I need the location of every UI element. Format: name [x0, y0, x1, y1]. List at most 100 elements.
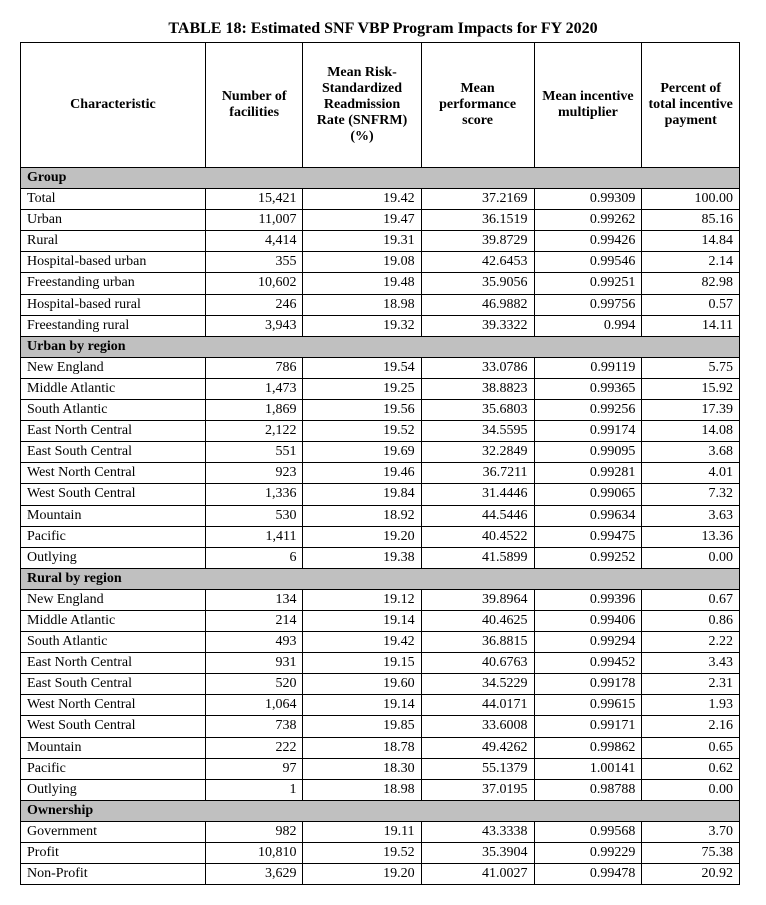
- table-row: Non-Profit3,62919.2041.00270.9947820.92: [21, 864, 740, 885]
- cell-facilities: 134: [205, 589, 303, 610]
- row-label: New England: [21, 589, 206, 610]
- cell-percent: 0.00: [642, 779, 740, 800]
- cell-performance: 34.5595: [421, 421, 534, 442]
- table-row: Middle Atlantic1,47319.2538.88230.993651…: [21, 378, 740, 399]
- cell-facilities: 551: [205, 442, 303, 463]
- cell-multiplier: 0.99178: [534, 674, 642, 695]
- row-label: Urban: [21, 210, 206, 231]
- section-header-cell: Ownership: [21, 800, 740, 821]
- row-label: South Atlantic: [21, 400, 206, 421]
- cell-facilities: 786: [205, 357, 303, 378]
- row-label: Freestanding rural: [21, 315, 206, 336]
- cell-snfrm: 18.78: [303, 737, 421, 758]
- table-row: East North Central2,12219.5234.55950.991…: [21, 421, 740, 442]
- table-row: Mountain22218.7849.42620.998620.65: [21, 737, 740, 758]
- cell-performance: 44.5446: [421, 505, 534, 526]
- impacts-table: Characteristic Number of facilities Mean…: [20, 42, 740, 885]
- cell-performance: 34.5229: [421, 674, 534, 695]
- cell-performance: 32.2849: [421, 442, 534, 463]
- cell-facilities: 1: [205, 779, 303, 800]
- cell-performance: 44.0171: [421, 695, 534, 716]
- table-row: Pacific1,41119.2040.45220.9947513.36: [21, 526, 740, 547]
- cell-multiplier: 0.99365: [534, 378, 642, 399]
- cell-facilities: 1,869: [205, 400, 303, 421]
- cell-percent: 3.68: [642, 442, 740, 463]
- col-header-facilities: Number of facilities: [205, 43, 303, 168]
- cell-percent: 0.67: [642, 589, 740, 610]
- cell-performance: 39.3322: [421, 315, 534, 336]
- cell-multiplier: 0.99478: [534, 864, 642, 885]
- cell-multiplier: 0.99119: [534, 357, 642, 378]
- cell-snfrm: 19.14: [303, 695, 421, 716]
- table-row: New England78619.5433.07860.991195.75: [21, 357, 740, 378]
- cell-multiplier: 0.99396: [534, 589, 642, 610]
- cell-percent: 2.31: [642, 674, 740, 695]
- table-row: East South Central52019.6034.52290.99178…: [21, 674, 740, 695]
- row-label: Middle Atlantic: [21, 610, 206, 631]
- cell-percent: 3.43: [642, 653, 740, 674]
- table-title: TABLE 18: Estimated SNF VBP Program Impa…: [20, 20, 746, 38]
- cell-snfrm: 19.85: [303, 716, 421, 737]
- cell-percent: 2.14: [642, 252, 740, 273]
- col-header-multiplier: Mean incentive multiplier: [534, 43, 642, 168]
- cell-percent: 20.92: [642, 864, 740, 885]
- row-label: West South Central: [21, 484, 206, 505]
- cell-multiplier: 0.99862: [534, 737, 642, 758]
- cell-facilities: 4,414: [205, 231, 303, 252]
- cell-performance: 40.4522: [421, 526, 534, 547]
- table-row: West North Central92319.4636.72110.99281…: [21, 463, 740, 484]
- cell-facilities: 10,810: [205, 843, 303, 864]
- col-header-characteristic: Characteristic: [21, 43, 206, 168]
- row-label: New England: [21, 357, 206, 378]
- cell-snfrm: 19.47: [303, 210, 421, 231]
- cell-snfrm: 18.30: [303, 758, 421, 779]
- cell-percent: 0.62: [642, 758, 740, 779]
- cell-facilities: 3,943: [205, 315, 303, 336]
- cell-performance: 49.4262: [421, 737, 534, 758]
- cell-snfrm: 19.52: [303, 843, 421, 864]
- cell-snfrm: 19.54: [303, 357, 421, 378]
- table-row: West South Central73819.8533.60080.99171…: [21, 716, 740, 737]
- row-label: Pacific: [21, 758, 206, 779]
- table-row: Pacific9718.3055.13791.001410.62: [21, 758, 740, 779]
- row-label: Outlying: [21, 779, 206, 800]
- col-header-snfrm: Mean Risk-Standardized Readmission Rate …: [303, 43, 421, 168]
- cell-facilities: 530: [205, 505, 303, 526]
- cell-percent: 3.63: [642, 505, 740, 526]
- table-row: Government98219.1143.33380.995683.70: [21, 821, 740, 842]
- cell-multiplier: 0.99406: [534, 610, 642, 631]
- cell-percent: 2.16: [642, 716, 740, 737]
- table-row: Profit10,81019.5235.39040.9922975.38: [21, 843, 740, 864]
- cell-snfrm: 19.20: [303, 864, 421, 885]
- row-label: Non-Profit: [21, 864, 206, 885]
- cell-facilities: 1,336: [205, 484, 303, 505]
- cell-multiplier: 0.99756: [534, 294, 642, 315]
- table-row: West North Central1,06419.1444.01710.996…: [21, 695, 740, 716]
- table-row: East North Central93119.1540.67630.99452…: [21, 653, 740, 674]
- row-label: Profit: [21, 843, 206, 864]
- section-header-cell: Urban by region: [21, 336, 740, 357]
- cell-performance: 36.1519: [421, 210, 534, 231]
- cell-performance: 35.3904: [421, 843, 534, 864]
- cell-multiplier: 0.99546: [534, 252, 642, 273]
- table-row: Middle Atlantic21419.1440.46250.994060.8…: [21, 610, 740, 631]
- cell-snfrm: 19.31: [303, 231, 421, 252]
- cell-multiplier: 0.99095: [534, 442, 642, 463]
- cell-snfrm: 18.92: [303, 505, 421, 526]
- section-header-cell: Group: [21, 168, 740, 189]
- cell-multiplier: 0.99065: [534, 484, 642, 505]
- cell-facilities: 923: [205, 463, 303, 484]
- cell-percent: 2.22: [642, 632, 740, 653]
- cell-percent: 75.38: [642, 843, 740, 864]
- cell-performance: 36.7211: [421, 463, 534, 484]
- cell-percent: 14.11: [642, 315, 740, 336]
- cell-performance: 46.9882: [421, 294, 534, 315]
- cell-facilities: 11,007: [205, 210, 303, 231]
- cell-facilities: 493: [205, 632, 303, 653]
- row-label: Hospital-based rural: [21, 294, 206, 315]
- row-label: Total: [21, 189, 206, 210]
- row-label: East North Central: [21, 421, 206, 442]
- cell-percent: 13.36: [642, 526, 740, 547]
- cell-multiplier: 0.99475: [534, 526, 642, 547]
- cell-percent: 100.00: [642, 189, 740, 210]
